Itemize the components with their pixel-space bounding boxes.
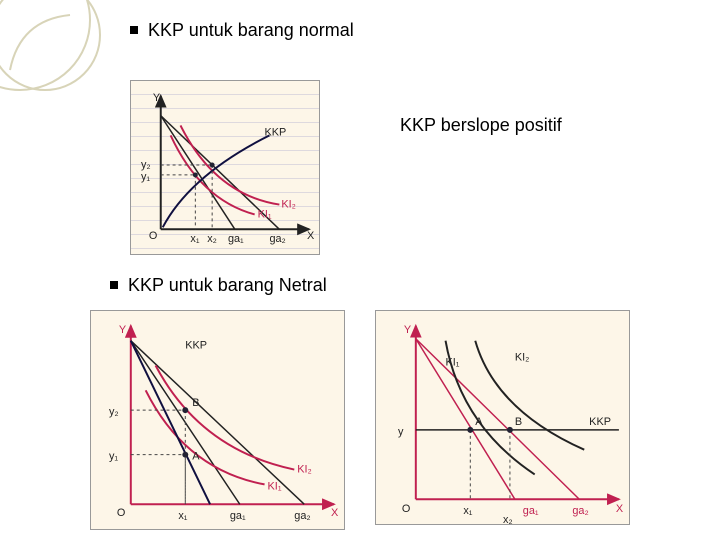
svg-text:KI₂: KI₂ [515, 352, 530, 364]
bullet-item-1: KKP untuk barang normal [130, 20, 354, 41]
svg-text:B: B [515, 416, 522, 428]
svg-text:KI₁: KI₁ [258, 208, 272, 220]
svg-text:ga₂: ga₂ [294, 510, 310, 522]
graph3-svg: Y O X y x₁ x₂ ga₁ ga₂ KKP KI₁ KI₂ A B [376, 311, 629, 524]
svg-text:X: X [616, 503, 624, 515]
svg-text:ga₁: ga₁ [523, 505, 539, 517]
svg-text:ga₂: ga₂ [269, 233, 285, 245]
svg-text:KI₂: KI₂ [297, 464, 312, 476]
svg-text:ga₁: ga₁ [228, 233, 244, 245]
bullet-text-1: KKP untuk barang normal [148, 20, 354, 41]
svg-text:B: B [192, 397, 199, 409]
svg-text:Y: Y [153, 92, 160, 104]
graph1-svg: Y O X y₁ y₂ x₁ x₂ ga₁ ga₂ KKP KI₁ KI₂ [131, 81, 319, 254]
svg-text:y: y [398, 426, 404, 438]
graph-neutral-right: Y O X y x₁ x₂ ga₁ ga₂ KKP KI₁ KI₂ A B [375, 310, 630, 525]
corner-decoration [0, 0, 120, 120]
graph2-svg: Y O X y₁ y₂ x₁ ga₁ ga₂ KKP KI₁ KI₂ A B [91, 311, 344, 529]
bullet-marker [130, 26, 138, 34]
svg-text:Y: Y [404, 324, 412, 336]
svg-text:A: A [192, 451, 200, 463]
svg-text:x₁: x₁ [178, 510, 187, 522]
svg-text:Y: Y [119, 324, 127, 336]
svg-text:ga₁: ga₁ [230, 510, 246, 522]
svg-text:X: X [331, 507, 339, 519]
svg-text:x₁: x₁ [463, 505, 472, 517]
svg-text:KI₁: KI₁ [446, 356, 460, 368]
svg-text:y₁: y₁ [141, 171, 150, 183]
svg-text:x₂: x₂ [503, 514, 513, 524]
svg-text:A: A [475, 416, 483, 428]
svg-text:KKP: KKP [185, 340, 207, 352]
svg-text:KKP: KKP [589, 416, 611, 428]
bullet-text-2: KKP untuk barang Netral [128, 275, 327, 296]
svg-text:O: O [402, 503, 410, 515]
svg-text:y₂: y₂ [109, 406, 119, 418]
svg-text:O: O [117, 507, 125, 519]
svg-text:ga₂: ga₂ [572, 505, 588, 517]
svg-text:X: X [307, 230, 315, 242]
graph-neutral-left: Y O X y₁ y₂ x₁ ga₁ ga₂ KKP KI₁ KI₂ A B [90, 310, 345, 530]
svg-text:x₁: x₁ [190, 233, 199, 245]
svg-text:KKP: KKP [265, 126, 287, 138]
svg-text:O: O [149, 230, 157, 242]
svg-text:y₁: y₁ [109, 451, 118, 463]
bullet-item-2: KKP untuk barang Netral [110, 275, 327, 296]
caption-slope-positive: KKP berslope positif [400, 115, 562, 136]
graph-normal-good: Y O X y₁ y₂ x₁ x₂ ga₁ ga₂ KKP KI₁ KI₂ [130, 80, 320, 255]
bullet-marker [110, 281, 118, 289]
svg-text:KI₂: KI₂ [281, 199, 295, 211]
svg-text:KI₁: KI₁ [268, 480, 282, 492]
svg-text:y₂: y₂ [141, 159, 151, 171]
svg-text:x₂: x₂ [207, 233, 217, 245]
